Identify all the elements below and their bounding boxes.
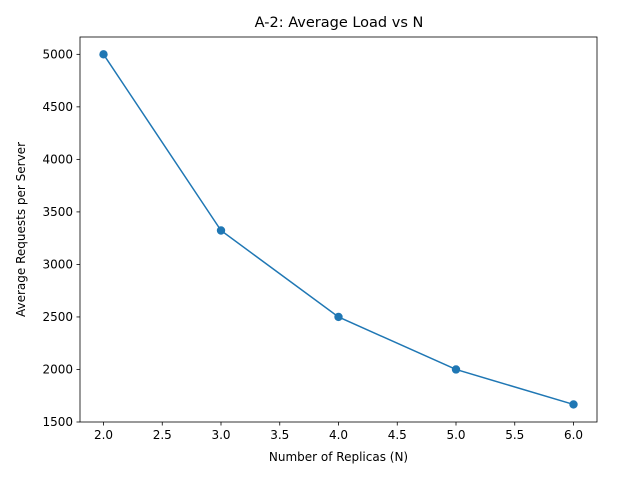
- data-point: [99, 50, 108, 59]
- x-tick-label: 2.0: [94, 428, 113, 442]
- data-point: [451, 365, 461, 374]
- data-point: [216, 226, 226, 235]
- data-point: [569, 400, 578, 409]
- y-tick-label: 1500: [42, 415, 73, 429]
- y-tick-label: 4500: [42, 100, 73, 114]
- y-axis-title: Average Requests per Server: [14, 142, 28, 317]
- x-tick-label: 3.0: [211, 428, 230, 442]
- x-tick-label: 5.0: [446, 428, 465, 442]
- y-tick-label: 3000: [42, 258, 73, 272]
- data-point: [334, 312, 343, 322]
- x-axis-title: Number of Replicas (N): [269, 450, 408, 464]
- y-tick-label: 2000: [42, 363, 73, 377]
- x-tick-label: 4.0: [329, 428, 348, 442]
- x-tick-label: 3.5: [270, 428, 289, 442]
- x-tick-label: 6.0: [564, 428, 583, 442]
- plot-area: [99, 50, 578, 409]
- y-tick-label: 5000: [42, 48, 73, 62]
- y-tick-label: 4000: [42, 153, 73, 167]
- x-tick-label: 4.5: [388, 428, 407, 442]
- x-tick-label: 2.5: [153, 428, 172, 442]
- chart-title: A-2: Average Load vs N: [255, 15, 424, 31]
- x-tick-label: 5.5: [505, 428, 524, 442]
- y-tick-label: 3500: [42, 205, 73, 219]
- y-tick-label: 2500: [42, 310, 73, 324]
